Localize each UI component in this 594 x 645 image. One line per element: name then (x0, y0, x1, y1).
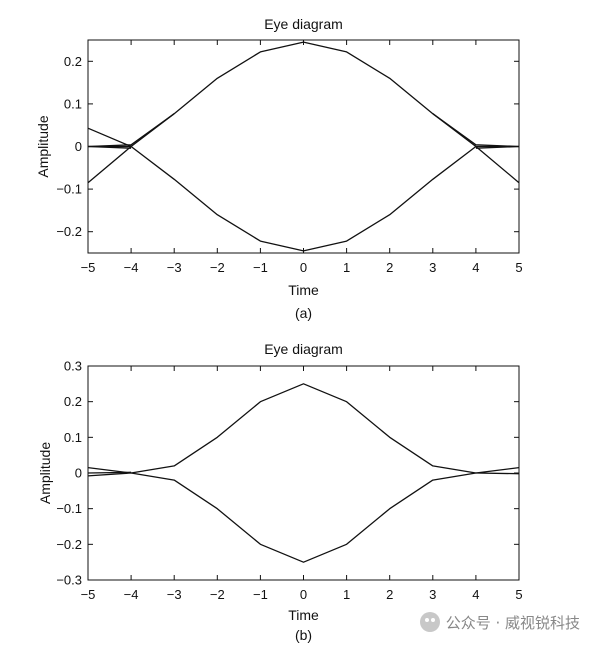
y-tick-label: 0.2 (64, 54, 82, 69)
y-tick-label: −0.2 (56, 224, 82, 239)
x-tick-label: 3 (429, 587, 436, 602)
series-line-1 (88, 145, 519, 252)
y-axis-label: Amplitude (37, 442, 53, 504)
x-tick-label: −4 (124, 587, 139, 602)
series-line-6 (475, 472, 520, 475)
chart-title: Eye diagram (264, 341, 343, 357)
y-tick-label: 0 (75, 139, 82, 154)
wechat-icon (419, 612, 440, 632)
y-tick-label: 0.1 (64, 96, 82, 111)
y-tick-label: −0.3 (56, 573, 82, 588)
x-tick-label: −4 (124, 260, 139, 275)
plot-frame (87, 39, 520, 254)
chart-a: −5 −4 −3 −2 −1 0 1 2 3 4 5 0.2 0.1 0 −0.1 −0.2 Eye diagr… (35, 16, 523, 321)
series-line-0 (87, 41, 520, 184)
x-tick-label: −3 (167, 260, 182, 275)
series-line-5 (432, 113, 520, 148)
x-axis-label: Time (288, 282, 319, 298)
x-tick-label: 3 (429, 260, 436, 275)
x-tick-label: 4 (472, 260, 479, 275)
x-tick-label: −2 (210, 260, 225, 275)
series-line-1 (130, 472, 477, 563)
series-line-2 (87, 113, 175, 148)
figure-caption: (a) (295, 305, 312, 321)
x-tick-label: 4 (472, 587, 479, 602)
x-tick-label: −1 (253, 260, 268, 275)
y-tick-label: −0.2 (56, 537, 82, 552)
x-tick-label: 1 (343, 587, 350, 602)
series-line-6 (475, 145, 520, 149)
x-tick-label: 2 (386, 587, 393, 602)
x-tick-label: −5 (81, 260, 96, 275)
plot-frame (87, 365, 520, 581)
series-line-4 (87, 145, 132, 149)
x-axis-label: Time (288, 607, 319, 623)
series-line-0 (130, 383, 477, 474)
watermark-text: 公众号 · 威视锐科技 (445, 613, 580, 632)
chart-title: Eye diagram (264, 16, 343, 32)
series-line-3 (87, 472, 132, 477)
y-tick-label: −0.1 (56, 501, 82, 516)
y-tick-label: 0.2 (64, 394, 82, 409)
x-tick-label: 0 (300, 260, 307, 275)
chart-b: −5 −4 −3 −2 −1 0 1 2 3 4 5 0.3 0.2 0.1 0 −0.1 −0.2 −0.3 Ey… (37, 341, 523, 643)
x-tick-label: 2 (386, 260, 393, 275)
x-tick-label: −1 (253, 587, 268, 602)
figure-caption: (b) (295, 627, 312, 643)
series-line-5 (475, 466, 520, 474)
x-tick-label: −3 (167, 587, 182, 602)
watermark: 公众号 · 威视锐科技 (419, 611, 580, 633)
x-tick-label: 5 (515, 260, 522, 275)
y-tick-label: 0 (75, 466, 82, 481)
x-tick-label: 0 (300, 587, 307, 602)
y-axis-label: Amplitude (35, 115, 51, 177)
y-tick-label: −0.1 (56, 182, 82, 197)
y-tick-label: 0.3 (64, 359, 82, 374)
series-line-3 (87, 127, 132, 148)
x-tick-label: 5 (515, 587, 522, 602)
y-tick-label: 0.1 (64, 430, 82, 445)
x-tick-label: −5 (81, 587, 96, 602)
series-line-4 (87, 471, 132, 474)
x-tick-label: 1 (343, 260, 350, 275)
x-tick-label: −2 (210, 587, 225, 602)
